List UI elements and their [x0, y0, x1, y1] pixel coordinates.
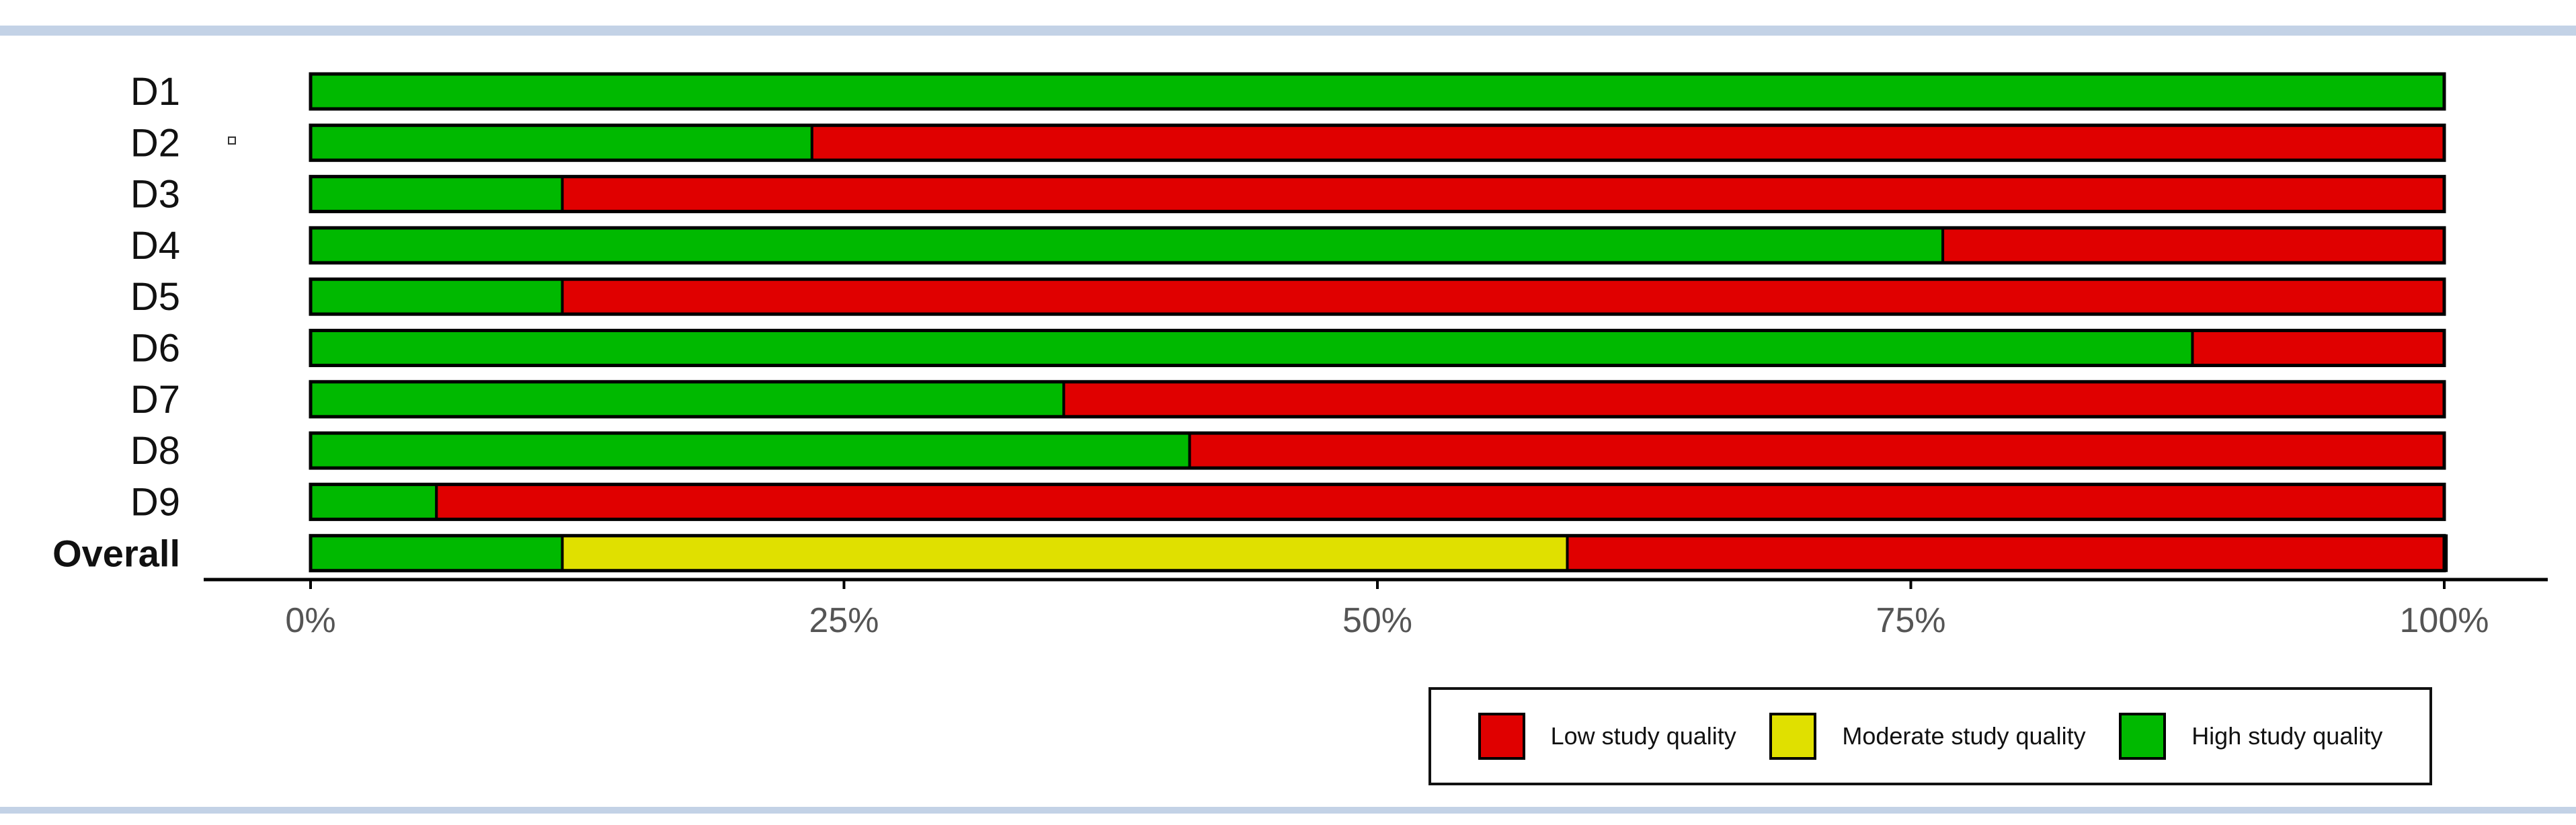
x-tick-label-3: 75% — [1876, 601, 1945, 640]
legend-label-low: Low study quality — [1550, 722, 1736, 750]
category-label-d3: D3 — [130, 173, 180, 217]
category-label-d4: D4 — [130, 224, 180, 268]
bar-segment-d3-low-study-quality — [561, 175, 2446, 213]
bar-segment-d3-high-study-quality — [309, 175, 564, 213]
category-label-d7: D7 — [130, 378, 180, 422]
legend-swatch-high — [2119, 713, 2167, 760]
bar-segment-overall-moderate-study-quality — [561, 534, 1569, 572]
bar-segment-d7-low-study-quality — [1062, 380, 2446, 418]
legend-swatch-moderate — [1769, 713, 1817, 760]
bar-segment-d2-low-study-quality — [810, 124, 2446, 162]
bar-segment-overall-high-study-quality — [309, 534, 564, 572]
bar-segment-d6-low-study-quality — [2191, 329, 2446, 367]
bar-segment-d9-high-study-quality — [309, 483, 438, 521]
bar-outline-d1 — [309, 72, 2446, 111]
category-label-d6: D6 — [130, 327, 180, 370]
x-tick-label-1: 25% — [809, 601, 879, 640]
category-label-d9: D9 — [130, 480, 180, 524]
stacked-bar-chart: D1 D2 D3 D4 D5 D6 D7 D8 D9 Overall 0% 25% 50% 75% 100% — [52, 70, 2548, 640]
bar-outline-d6 — [309, 329, 2446, 367]
legend-item-high: High study quality — [2119, 713, 2382, 760]
bar-segment-d8-high-study-quality — [309, 432, 1191, 470]
category-label-d2: D2 — [130, 121, 180, 165]
bar-segment-d5-low-study-quality — [561, 278, 2446, 316]
bar-segment-overall-low-study-quality — [1566, 534, 2448, 572]
bar-outline-d3 — [309, 175, 2446, 214]
bar-outline-d4 — [309, 226, 2446, 265]
category-label-d5: D5 — [130, 275, 180, 319]
bar-segment-d4-high-study-quality — [309, 226, 1945, 264]
bar-segment-d6-high-study-quality — [309, 329, 2194, 367]
category-label-d1: D1 — [130, 70, 180, 114]
bar-outline-d2 — [309, 123, 2446, 162]
bar-segment-d5-high-study-quality — [309, 278, 564, 316]
x-tick-label-2: 50% — [1342, 601, 1412, 640]
bar-segment-d9-low-study-quality — [435, 483, 2446, 521]
category-label-d8: D8 — [130, 429, 180, 473]
legend-swatch-low — [1478, 713, 1525, 760]
bottom-divider — [0, 807, 2576, 814]
bar-segment-d1-high-study-quality — [309, 73, 2446, 110]
bar-segment-d7-high-study-quality — [309, 380, 1065, 418]
bar-outline-d5 — [309, 277, 2446, 316]
top-divider — [0, 26, 2576, 36]
bar-segment-d4-low-study-quality — [1941, 226, 2446, 264]
bar-outline-overall — [309, 534, 2446, 573]
bar-segment-d2-high-study-quality — [309, 124, 813, 162]
bar-segment-d8-low-study-quality — [1188, 432, 2446, 470]
x-tick-label-4: 100% — [2400, 601, 2489, 640]
x-tick-label-0: 0% — [285, 601, 335, 640]
legend-label-high: High study quality — [2191, 722, 2383, 750]
legend-item-moderate: Moderate study quality — [1769, 713, 2086, 760]
marker-glyph — [228, 136, 236, 145]
legend-item-low: Low study quality — [1478, 713, 1736, 760]
legend-label-moderate: Moderate study quality — [1842, 722, 2086, 750]
chart-legend: Low study quality Moderate study quality… — [1428, 687, 2432, 785]
bar-outline-d8 — [309, 431, 2446, 470]
category-label-overall: Overall — [52, 533, 180, 575]
bar-outline-d9 — [309, 482, 2446, 521]
bar-outline-d7 — [309, 380, 2446, 419]
